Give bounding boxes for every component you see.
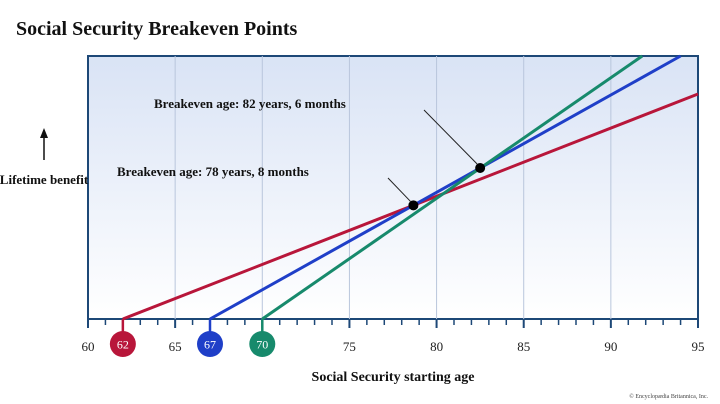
x-axis-label: Social Security starting age xyxy=(312,370,475,385)
start-marker-label: 67 xyxy=(204,338,216,352)
series-line-70 xyxy=(261,54,644,321)
plot-area xyxy=(87,55,699,320)
breakeven-point xyxy=(408,200,419,211)
x-tick-label: 85 xyxy=(517,339,530,354)
start-marker-70 xyxy=(249,331,276,357)
series-line-67 xyxy=(209,54,682,321)
credit: © Encyclopædia Britannica, Inc. xyxy=(629,393,708,400)
breakeven-point xyxy=(475,163,486,174)
x-tick-label: 60 xyxy=(82,339,95,354)
y-axis-label: Lifetime benefit xyxy=(0,128,89,187)
start-marker-label: 70 xyxy=(256,338,268,352)
start-marker-67 xyxy=(197,331,223,357)
annotation-label: Breakeven age: 78 years, 8 months xyxy=(117,164,309,179)
annotation-label: Breakeven age: 82 years, 6 months xyxy=(154,96,346,111)
start-marker-62 xyxy=(109,331,136,357)
annotation-leader xyxy=(387,177,411,202)
annotation-leader xyxy=(423,109,478,165)
y-axis-label-text: Lifetime benefit xyxy=(0,172,89,187)
x-tick-label: 65 xyxy=(169,339,182,354)
chart-title: Social Security Breakeven Points xyxy=(16,18,297,40)
x-tick-label: 90 xyxy=(604,339,617,354)
x-tick-label: 75 xyxy=(343,339,356,354)
x-tick-label: 80 xyxy=(430,339,443,354)
start-marker-label: 62 xyxy=(117,338,129,352)
x-tick-label: 95 xyxy=(692,339,705,354)
